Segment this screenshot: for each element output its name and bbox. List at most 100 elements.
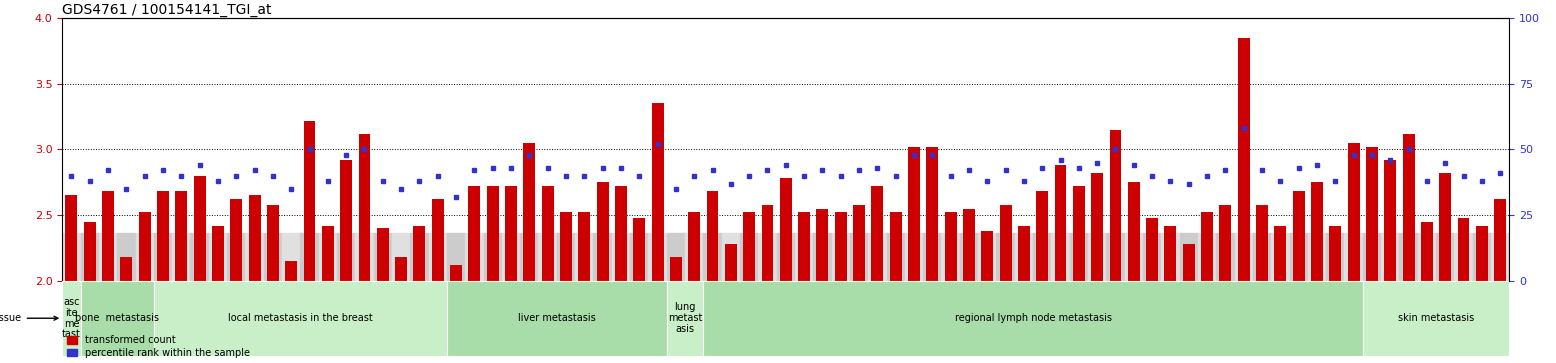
Bar (1201, 212, 1214, 281)
Bar (1144, 233, 1161, 281)
Bar (212, 225, 224, 281)
Bar (285, 261, 297, 281)
Bar (138, 212, 151, 281)
Bar (1018, 225, 1030, 281)
Bar (722, 233, 741, 281)
Bar (666, 233, 685, 281)
Bar (1309, 233, 1326, 281)
Bar (411, 233, 428, 281)
Bar (1217, 233, 1234, 281)
Bar (671, 257, 682, 281)
Bar (392, 233, 411, 281)
Bar (817, 208, 828, 281)
Bar (996, 233, 1015, 281)
Bar (868, 233, 887, 281)
Bar (761, 205, 773, 281)
Bar (447, 233, 465, 281)
Bar (1220, 205, 1231, 281)
Bar (487, 186, 498, 281)
Bar (103, 191, 114, 281)
Bar (576, 233, 593, 281)
Bar (798, 212, 811, 281)
Bar (1402, 134, 1414, 281)
Bar (941, 233, 960, 281)
Bar (249, 195, 260, 281)
Bar (1472, 233, 1491, 281)
Bar (1418, 233, 1436, 281)
Bar (1347, 143, 1360, 281)
Bar (1385, 160, 1396, 281)
Bar (268, 205, 279, 281)
Bar (557, 233, 576, 281)
Bar (1494, 199, 1506, 281)
Bar (1074, 186, 1085, 281)
Bar (538, 233, 557, 281)
Bar (1052, 233, 1069, 281)
Text: asc
ite
me
tast: asc ite me tast (62, 297, 81, 339)
Bar (373, 233, 392, 281)
Bar (871, 186, 884, 281)
Bar (523, 143, 535, 281)
Bar (176, 191, 187, 281)
Bar (593, 233, 612, 281)
Bar (135, 233, 154, 281)
Text: tissue: tissue (0, 313, 58, 323)
Bar (579, 212, 590, 281)
Bar (853, 205, 865, 281)
Bar (831, 233, 850, 281)
Bar (541, 186, 554, 281)
Bar (263, 233, 282, 281)
Bar (666, 281, 703, 356)
Bar (173, 233, 190, 281)
Bar (1198, 233, 1217, 281)
Bar (193, 176, 205, 281)
Bar (1436, 233, 1455, 281)
Bar (1147, 218, 1158, 281)
Bar (433, 199, 443, 281)
Bar (1421, 222, 1433, 281)
Bar (84, 222, 95, 281)
Bar (377, 228, 389, 281)
Bar (1363, 281, 1509, 356)
Bar (1312, 182, 1323, 281)
Bar (834, 212, 846, 281)
Bar (1015, 233, 1033, 281)
Bar (688, 212, 700, 281)
Text: liver metastasis: liver metastasis (518, 313, 596, 323)
Bar (780, 178, 792, 281)
Bar (65, 195, 78, 281)
Bar (923, 233, 941, 281)
Bar (1290, 233, 1309, 281)
Bar (1366, 147, 1379, 281)
Text: GDS4761 / 100154141_TGI_at: GDS4761 / 100154141_TGI_at (62, 3, 272, 17)
Bar (282, 233, 300, 281)
Bar (999, 205, 1011, 281)
Bar (154, 233, 173, 281)
Bar (649, 233, 666, 281)
Bar (596, 182, 608, 281)
Bar (1161, 233, 1179, 281)
Bar (1091, 173, 1103, 281)
Bar (300, 233, 319, 281)
Bar (395, 257, 408, 281)
Bar (725, 244, 738, 281)
Bar (1271, 233, 1290, 281)
Bar (776, 233, 795, 281)
Bar (190, 233, 209, 281)
Bar (468, 186, 481, 281)
Bar (741, 233, 758, 281)
Bar (1036, 191, 1049, 281)
Bar (944, 212, 957, 281)
Bar (906, 233, 923, 281)
Bar (450, 265, 462, 281)
Bar (447, 281, 666, 356)
Bar (703, 281, 1363, 356)
Bar (630, 233, 649, 281)
Bar (338, 233, 355, 281)
Bar (890, 212, 901, 281)
Bar (355, 233, 373, 281)
Bar (887, 233, 906, 281)
Bar (1069, 233, 1088, 281)
Bar (1033, 233, 1052, 281)
Bar (230, 199, 243, 281)
